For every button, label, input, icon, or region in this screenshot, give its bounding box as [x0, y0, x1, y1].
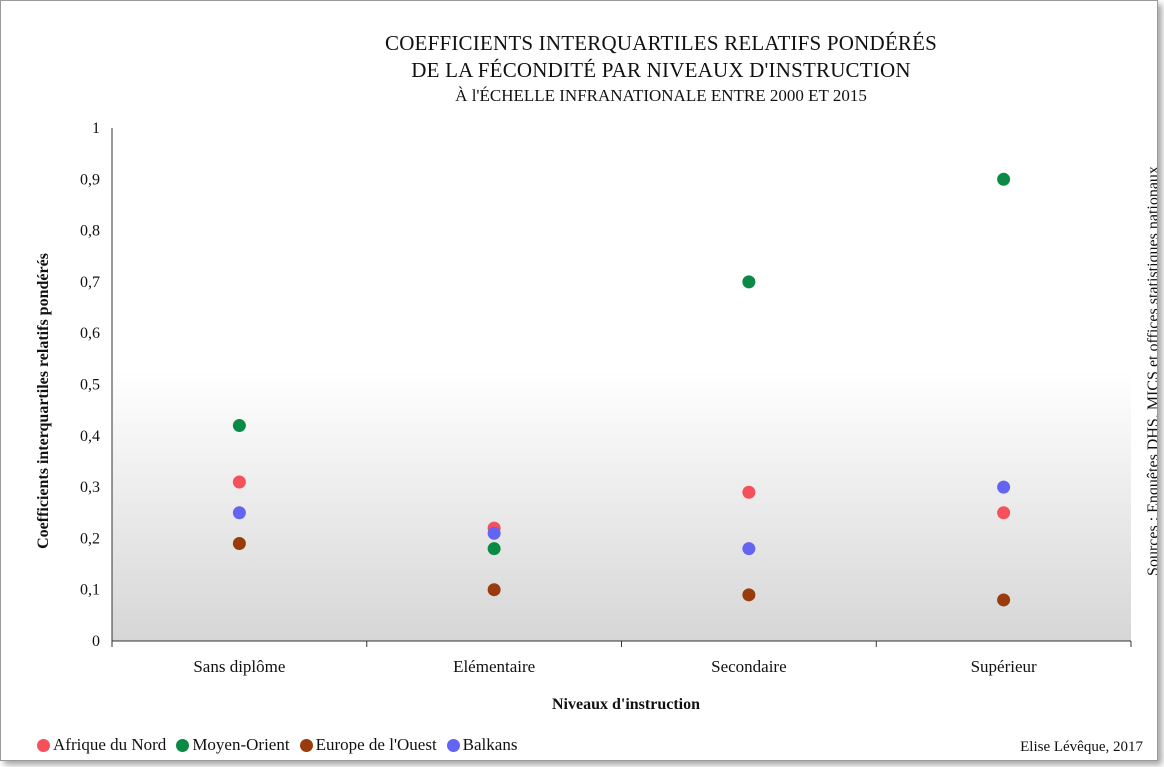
point-moyen-orient	[487, 542, 501, 556]
y-axis: 0 0,1 0,2 0,3 0,4 0,5 0,6 0,7 0,8 0,9 1	[80, 120, 113, 650]
legend-item-europe-de-l-ouest: Europe de l'Ouest	[299, 735, 437, 755]
chart-subtitle: À l'ÉCHELLE INFRANATIONALE ENTRE 2000 ET…	[455, 86, 867, 105]
legend-label: Balkans	[462, 735, 518, 754]
y-axis-label: Coefficients interquartiles relatifs pon…	[35, 253, 52, 549]
y-tick-label: 1	[92, 120, 100, 137]
legend-dot-icon	[299, 738, 313, 752]
legend-dot-icon	[176, 738, 190, 752]
point-europe-de-l-ouest	[742, 588, 756, 602]
x-axis-label: Niveaux d'instruction	[551, 696, 700, 713]
x-tick-label: Supérieur	[971, 657, 1037, 676]
y-tick-label: 0,1	[80, 582, 100, 599]
y-tick-label: 0,8	[80, 223, 100, 240]
point-europe-de-l-ouest	[232, 537, 246, 551]
point-afrique-du-nord	[232, 475, 246, 489]
chart-title-line-1: COEFFICIENTS INTERQUARTILES RELATIFS PON…	[384, 31, 938, 55]
y-tick-label: 0,3	[80, 479, 100, 496]
x-tick-label: Elémentaire	[453, 657, 535, 676]
chart-title-line-2: DE LA FÉCONDITÉ PAR NIVEAUX D'INSTRUCTIO…	[411, 58, 911, 82]
x-axis: Sans diplôme Elémentaire Secondaire Supérie…	[111, 640, 1132, 676]
point-afrique-du-nord	[742, 485, 756, 499]
point-balkans	[997, 480, 1011, 494]
y-tick-label: 0,4	[80, 428, 100, 445]
plot-background	[112, 371, 1131, 641]
y-tick-label: 0,6	[80, 325, 100, 342]
y-tick-label: 0,9	[80, 171, 100, 188]
legend-item-afrique-du-nord: Afrique du Nord	[37, 735, 166, 755]
plot-area: 0 0,1 0,2 0,3 0,4 0,5 0,6 0,7 0,8 0,9 1 Sans diplô…	[80, 120, 1132, 676]
legend: Afrique du Nord Moyen-Orient Europe de l…	[37, 735, 517, 755]
legend-dot-icon	[37, 738, 50, 752]
x-tick-label: Secondaire	[711, 657, 787, 676]
x-tick-label: Sans diplôme	[193, 657, 285, 676]
point-balkans	[742, 542, 756, 556]
point-balkans	[232, 506, 246, 520]
legend-item-moyen-orient: Moyen-Orient	[176, 735, 290, 755]
point-europe-de-l-ouest	[997, 593, 1011, 607]
legend-label: Moyen-Orient	[192, 735, 290, 754]
data-points	[232, 172, 1011, 607]
point-moyen-orient	[232, 419, 246, 433]
legend-label: Europe de l'Ouest	[315, 735, 437, 754]
point-afrique-du-nord	[997, 506, 1011, 520]
point-moyen-orient	[997, 172, 1011, 186]
point-europe-de-l-ouest	[487, 583, 501, 597]
y-tick-label: 0	[92, 633, 100, 650]
y-tick-label: 0,2	[80, 530, 100, 547]
author-credit: Elise Lévêque, 2017	[1020, 739, 1143, 755]
legend-dot-icon	[446, 738, 460, 752]
source-note: Sources : Enquêtes DHS, MICS et offices …	[1145, 166, 1158, 576]
y-tick-label: 0,7	[80, 274, 100, 291]
y-tick-label: 0,5	[80, 377, 100, 394]
point-moyen-orient	[742, 275, 756, 289]
legend-item-balkans: Balkans	[446, 735, 518, 755]
legend-label: Afrique du Nord	[53, 735, 167, 754]
point-balkans	[487, 526, 501, 540]
